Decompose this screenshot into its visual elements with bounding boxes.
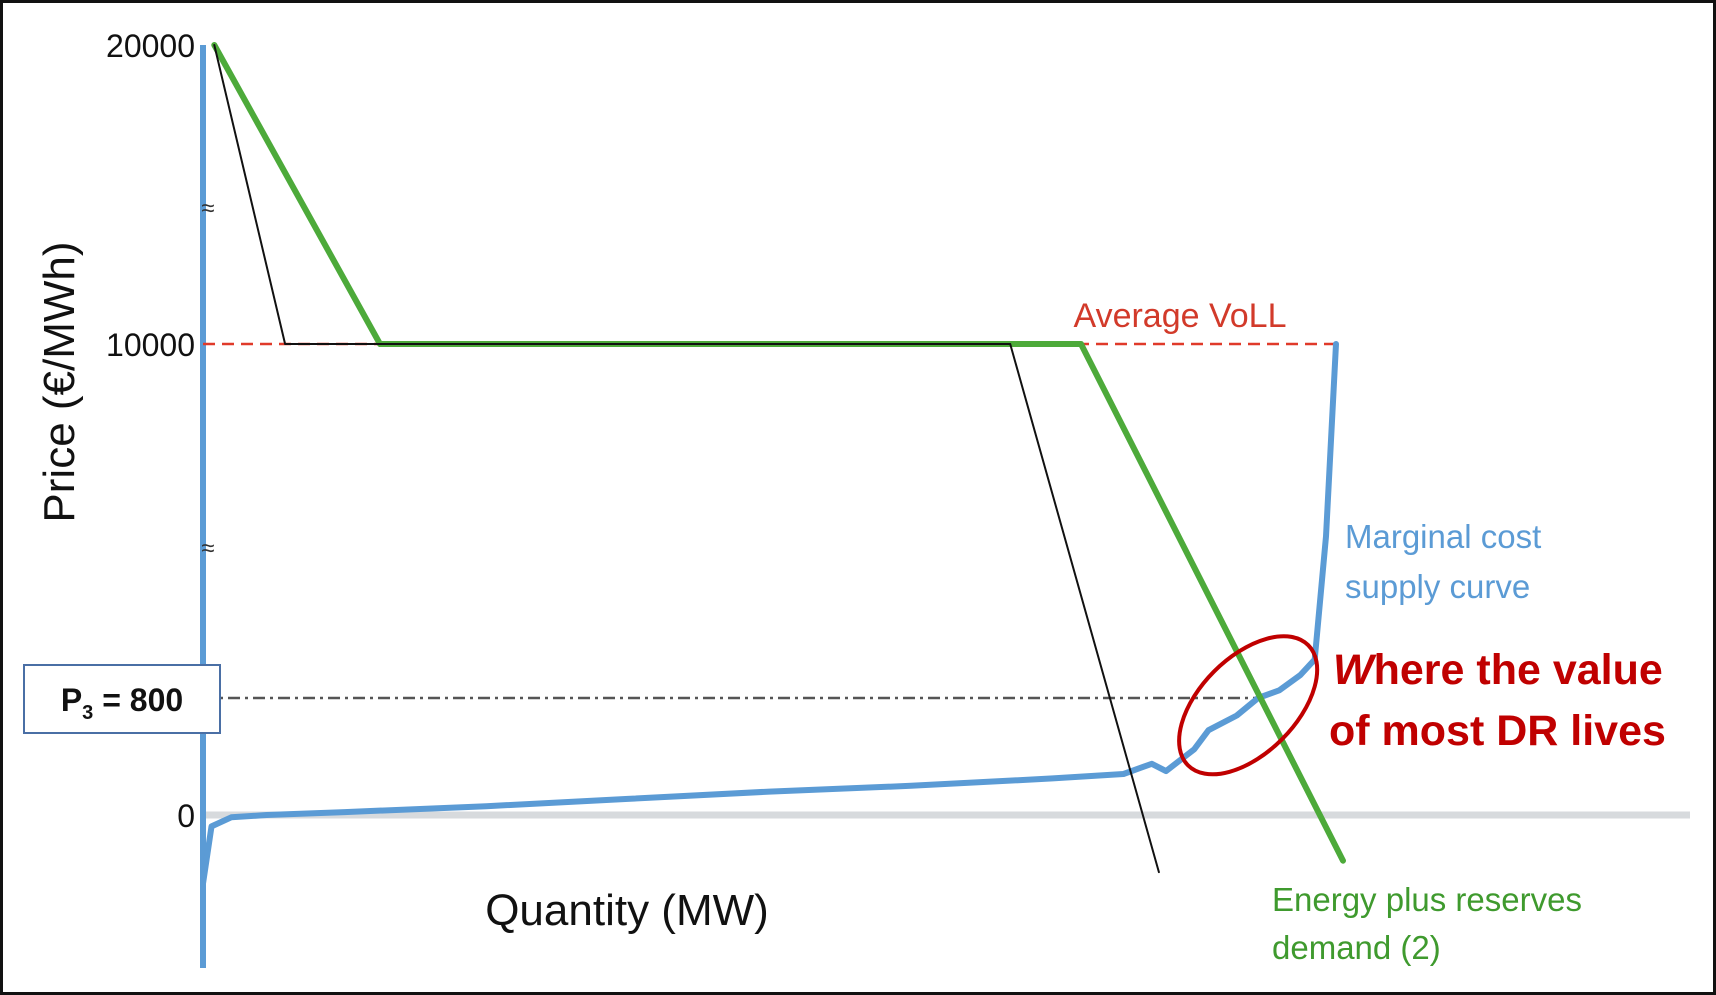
price-marker-label: P3 = 800 bbox=[61, 682, 183, 724]
axis-break-mark: ≈ bbox=[201, 195, 214, 222]
annotation-line-1: Where the value bbox=[1333, 646, 1663, 694]
demand-curve-label: Energy plus reserves bbox=[1272, 881, 1582, 918]
axis-break-mark: ≈ bbox=[201, 535, 214, 562]
annotation-line-2: of most DR lives bbox=[1329, 707, 1666, 755]
annotation-ellipse bbox=[1177, 634, 1320, 777]
supply-curve-label: Marginal cost bbox=[1345, 518, 1541, 555]
demand-curve-label: demand (2) bbox=[1272, 929, 1441, 966]
y-axis-label: Price (€/MWh) bbox=[35, 241, 84, 522]
price-marker-value: = 800 bbox=[93, 682, 183, 718]
supply-curve-line bbox=[200, 341, 1339, 887]
y-tick-label: 20000 bbox=[106, 28, 195, 64]
reference-line-label: Average VoLL bbox=[1074, 297, 1287, 335]
annotation-rest: here the value bbox=[1374, 646, 1663, 694]
y-tick-label: 10000 bbox=[106, 327, 195, 363]
y-tick-label: 0 bbox=[177, 798, 195, 834]
demand-curve-alt-line bbox=[213, 44, 1160, 874]
x-axis-label: Quantity (MW) bbox=[485, 886, 769, 935]
demand-curve-line bbox=[211, 42, 1346, 864]
annotation-initial: W bbox=[1333, 646, 1377, 694]
supply-curve-label: supply curve bbox=[1345, 568, 1530, 605]
price-marker-subscript: 3 bbox=[82, 702, 93, 724]
price-marker-symbol: P bbox=[61, 682, 82, 718]
price-marker-box bbox=[23, 664, 221, 734]
